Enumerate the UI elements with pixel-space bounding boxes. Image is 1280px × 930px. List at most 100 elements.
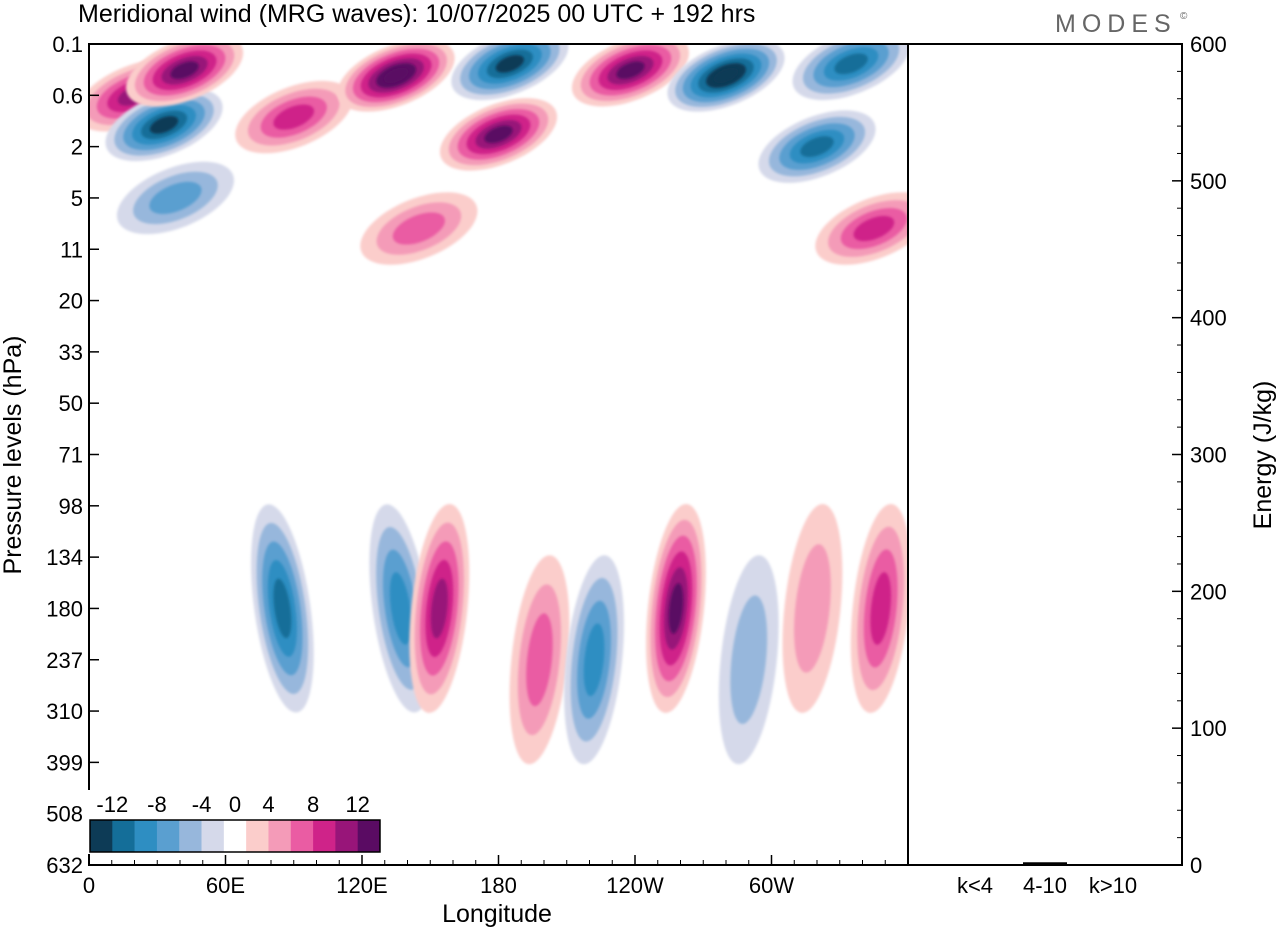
field-feature (409, 503, 470, 713)
x-tick-label: 120W (606, 873, 664, 898)
contour-level (149, 181, 202, 215)
colorbar-swatch (357, 820, 381, 852)
contour-level (170, 61, 199, 80)
field-feature (850, 503, 908, 713)
field-feature (718, 555, 779, 765)
colorbar-swatch (268, 820, 292, 852)
energy-category-label: k>10 (1089, 873, 1137, 898)
colorbar-swatch (246, 820, 269, 852)
modes-logo-text: MODES (1055, 10, 1177, 38)
x-tick-label: 60W (749, 873, 794, 898)
x-tick-label: 180 (480, 873, 517, 898)
contour-level (713, 67, 739, 84)
field-feature (646, 503, 706, 713)
field-feature (564, 555, 624, 765)
y-tick-label: 399 (46, 750, 83, 775)
contour-level (149, 116, 179, 134)
contour-level (853, 215, 895, 242)
x-tick-label: 60E (206, 873, 245, 898)
x-tick-label: 120E (336, 873, 387, 898)
modes-logo-mark: © (1180, 11, 1188, 22)
y-tick-label: 50 (59, 391, 83, 416)
energy-bar (953, 864, 997, 866)
y-axis-label: Pressure levels (hPa) (0, 336, 27, 575)
colorbar-swatch (335, 820, 358, 852)
y-tick-label: 20 (59, 289, 83, 314)
y-tick-label: 134 (46, 545, 83, 570)
field-feature (439, 98, 558, 171)
field-feature (451, 44, 569, 101)
y-tick-label: 237 (46, 648, 83, 673)
contour-level (800, 136, 834, 157)
field-feature (571, 44, 690, 107)
y-tick-label: 11 (60, 237, 83, 262)
colorbar: -12 -8 -4 0 4 8 12 (88, 790, 382, 854)
contour-level (668, 583, 684, 634)
colorbar-swatch (112, 820, 135, 852)
energy-bar (1023, 862, 1067, 865)
x-tick-label: 0 (83, 873, 95, 898)
colorbar-label: 4 (262, 792, 274, 817)
energy-tick-label: 300 (1190, 443, 1227, 468)
field-feature (815, 192, 908, 265)
colorbar-swatch (313, 820, 336, 852)
field-feature (782, 503, 843, 713)
field-feature (337, 44, 455, 112)
energy-tick-label: 500 (1190, 169, 1227, 194)
field-feature (251, 504, 314, 713)
energy-tick-label: 0 (1190, 853, 1202, 878)
contour-level (273, 104, 315, 130)
field-feature (116, 161, 235, 235)
field-feature (758, 110, 876, 183)
y-tick-label: 33 (59, 340, 83, 365)
energy-panel-frame (907, 43, 1183, 866)
contour-level (834, 53, 868, 75)
colorbar-label: -4 (192, 792, 212, 817)
field-feature (235, 80, 353, 154)
colorbar-swatch (223, 820, 247, 852)
field-feature (667, 44, 785, 112)
field-feature (105, 88, 223, 162)
field-feature (125, 44, 244, 107)
contour-level (383, 67, 409, 84)
energy-tick-label: 600 (1190, 32, 1227, 57)
contour-level (526, 613, 553, 707)
colorbar-label: 12 (345, 792, 369, 817)
x-axis: 0 60E 120E 180 120W 60W (83, 855, 886, 898)
y-tick-label: 2 (71, 135, 83, 160)
y-tick-label: 0.1 (52, 32, 83, 57)
y-tick-label: 632 (46, 853, 83, 878)
contour-level (273, 578, 292, 639)
y-tick-label: 0.6 (52, 83, 83, 108)
colorbar-label: 0 (229, 792, 241, 817)
energy-axis: 0 100 200 300 400 500 600 (1172, 32, 1227, 878)
x-axis-label: Longitude (442, 900, 552, 928)
field-feature (509, 555, 570, 765)
y-tick-label: 180 (46, 596, 83, 621)
y-tick-label: 508 (46, 802, 83, 827)
heatmap-field (89, 44, 908, 765)
contour-level (484, 125, 513, 144)
energy-tick-label: 200 (1190, 579, 1227, 604)
contour-level (616, 61, 645, 80)
contour-level (870, 572, 892, 645)
contour-level (583, 623, 605, 697)
chart-title: Meridional wind (MRG waves): 10/07/2025 … (78, 0, 755, 28)
colorbar-swatch (134, 820, 158, 852)
contour-level (392, 212, 445, 245)
contour-level (794, 544, 831, 673)
contour-level (430, 578, 448, 639)
colorbar-frame (89, 819, 381, 853)
colorbar-label: 8 (307, 792, 319, 817)
colorbar-swatch (90, 820, 113, 852)
colorbar-label: -8 (147, 792, 167, 817)
contour-level (730, 595, 768, 725)
y-axis: 0.1 0.6 2 5 11 20 33 50 71 98 134 180 237 310 399 508 63… (46, 32, 99, 878)
contour-level (389, 572, 412, 645)
energy-bars: k<4 4-10 k>10 (953, 862, 1137, 898)
energy-axis-label: Energy (J/kg) (1249, 381, 1277, 530)
y-tick-label: 310 (46, 699, 83, 724)
field-feature (360, 192, 478, 265)
colorbar-swatch (201, 820, 225, 852)
